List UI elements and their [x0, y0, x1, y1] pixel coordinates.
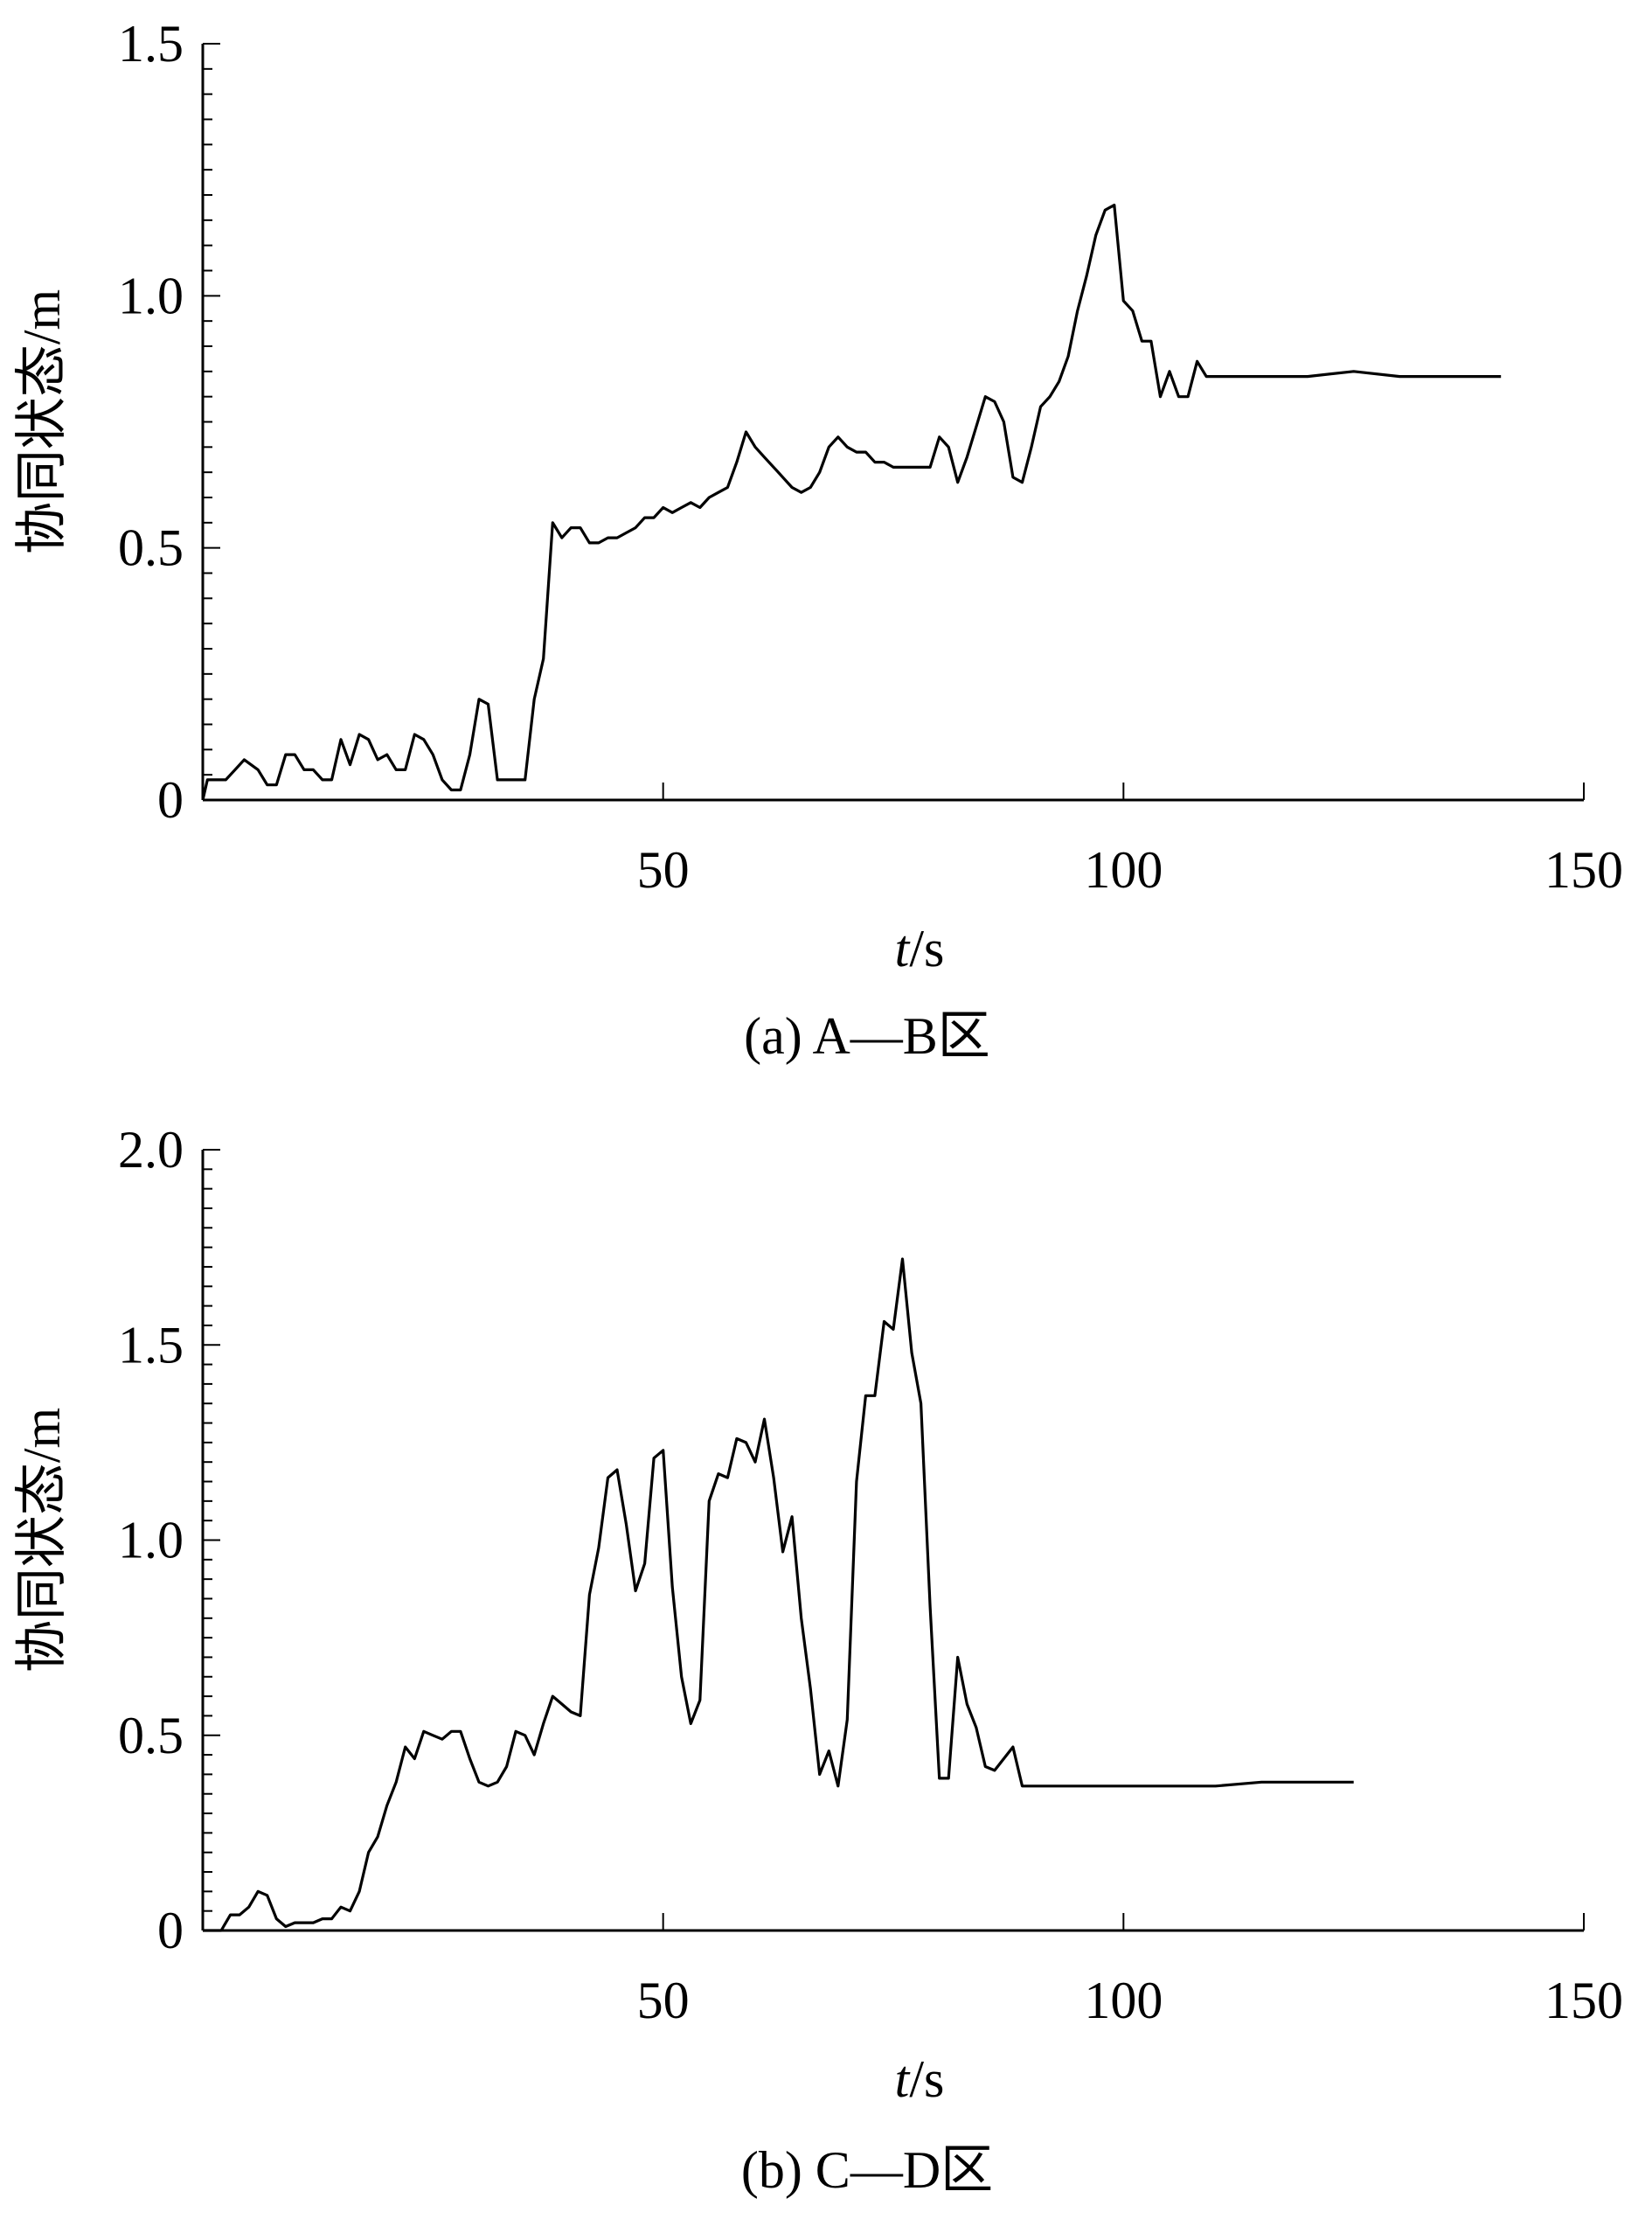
- x-axis-title-unit: /s: [909, 2050, 944, 2108]
- series-line: [201, 203, 1502, 801]
- y-tick-label: 1.0: [118, 267, 184, 324]
- y-tick-label: 1.5: [118, 1316, 184, 1374]
- x-axis-title: t/s: [895, 2050, 945, 2108]
- x-axis-title-variable: t: [895, 920, 911, 977]
- x-tick-label: 100: [1084, 841, 1163, 899]
- x-axis-title: t/s: [895, 920, 945, 977]
- y-tick-label: 0.5: [118, 519, 184, 577]
- y-tick-label: 0.5: [118, 1707, 184, 1764]
- x-tick-label: 50: [637, 1972, 690, 2029]
- series-line: [203, 1257, 1354, 1932]
- x-axis-title-unit: /s: [909, 920, 944, 977]
- x-tick-label: 50: [637, 841, 690, 899]
- y-tick-label: 0: [157, 1902, 184, 1959]
- panel-caption: (b) C—D区: [741, 2141, 993, 2199]
- y-axis-title: 协同状态/m: [13, 289, 71, 554]
- y-tick-label: 0: [157, 771, 184, 829]
- chart-panel: 0 0.5 1.0 1.5 50 100 150 t/s 协同状态/m (a) A—B区: [13, 15, 1623, 1065]
- x-tick-label: 150: [1544, 841, 1623, 899]
- y-axis-title: 协同状态/m: [13, 1408, 71, 1673]
- panel-caption: (a) A—B区: [744, 1007, 990, 1065]
- x-tick-label: 150: [1544, 1972, 1623, 2029]
- x-axis-title-variable: t: [895, 2050, 911, 2108]
- y-tick-label: 1.5: [118, 15, 184, 73]
- y-tick-label: 2.0: [118, 1121, 184, 1179]
- x-tick-label: 100: [1084, 1972, 1163, 2029]
- y-tick-label: 1.0: [118, 1512, 184, 1569]
- chart-panel: 0 0.5 1.0 1.5 2.0 50 100 150 t/s 协同状态/m (b) C—D区: [13, 1121, 1623, 2199]
